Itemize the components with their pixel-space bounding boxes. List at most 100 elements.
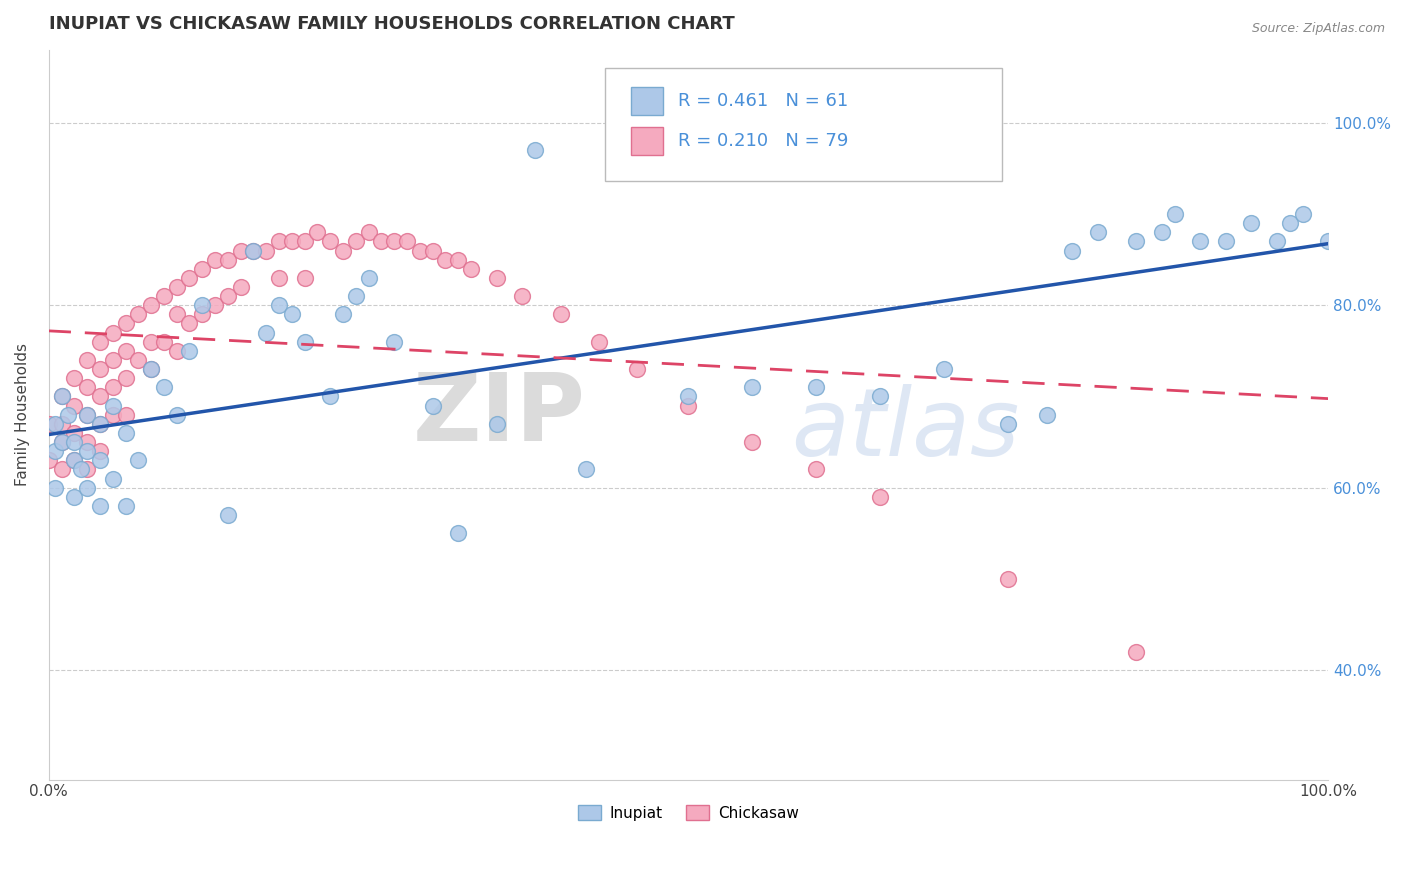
Text: INUPIAT VS CHICKASAW FAMILY HOUSEHOLDS CORRELATION CHART: INUPIAT VS CHICKASAW FAMILY HOUSEHOLDS C… <box>49 15 734 33</box>
Point <box>179 317 201 331</box>
Point <box>127 453 149 467</box>
Point <box>44 417 66 431</box>
Point <box>204 252 226 267</box>
Point <box>179 271 201 285</box>
Point <box>678 399 700 413</box>
Point <box>153 289 176 303</box>
Y-axis label: Family Households: Family Households <box>15 343 30 486</box>
Point <box>242 244 264 258</box>
Point <box>267 271 290 285</box>
Point <box>267 298 290 312</box>
Point <box>1317 235 1340 249</box>
Point <box>422 399 444 413</box>
Point <box>1062 244 1084 258</box>
Point <box>114 317 136 331</box>
Text: Source: ZipAtlas.com: Source: ZipAtlas.com <box>1251 22 1385 36</box>
Point <box>51 435 73 450</box>
Point <box>1189 235 1212 249</box>
Point <box>281 307 304 321</box>
Point <box>56 408 79 422</box>
Point <box>89 417 111 431</box>
Text: atlas: atlas <box>790 384 1019 475</box>
Point <box>191 307 214 321</box>
Point <box>869 490 891 504</box>
Point <box>869 389 891 403</box>
Point <box>51 389 73 403</box>
Legend: Inupiat, Chickasaw: Inupiat, Chickasaw <box>572 798 806 827</box>
Point <box>422 244 444 258</box>
Point <box>204 298 226 312</box>
Point <box>997 572 1019 586</box>
Point <box>127 353 149 368</box>
Point <box>191 298 214 312</box>
Point <box>63 435 86 450</box>
Point <box>409 244 432 258</box>
Point <box>166 307 188 321</box>
Point <box>370 235 392 249</box>
Point <box>69 462 91 476</box>
Point <box>63 371 86 385</box>
Point <box>38 453 60 467</box>
Point <box>51 417 73 431</box>
Point <box>741 435 763 450</box>
Point <box>434 252 457 267</box>
Point <box>89 389 111 403</box>
Point <box>626 362 648 376</box>
Point <box>1215 235 1237 249</box>
Point <box>179 343 201 358</box>
Point <box>1125 235 1147 249</box>
Point <box>101 408 124 422</box>
Point <box>447 252 470 267</box>
Point <box>319 389 342 403</box>
Point <box>229 244 252 258</box>
Point <box>510 289 533 303</box>
Point <box>806 380 828 394</box>
Point <box>1278 216 1301 230</box>
Text: R = 0.461   N = 61: R = 0.461 N = 61 <box>678 92 848 110</box>
Point <box>63 399 86 413</box>
Point <box>166 408 188 422</box>
Point <box>267 235 290 249</box>
Point <box>89 417 111 431</box>
Point <box>89 334 111 349</box>
Point <box>1291 207 1313 221</box>
Point <box>114 371 136 385</box>
Point <box>153 380 176 394</box>
Point <box>63 425 86 440</box>
Point <box>76 408 98 422</box>
Point <box>229 280 252 294</box>
Point <box>51 462 73 476</box>
Point <box>76 353 98 368</box>
Text: R = 0.210   N = 79: R = 0.210 N = 79 <box>678 132 849 150</box>
Point <box>806 462 828 476</box>
Point <box>89 444 111 458</box>
Point <box>254 326 277 340</box>
Point <box>217 252 239 267</box>
Point <box>44 444 66 458</box>
Point <box>678 389 700 403</box>
Point <box>319 235 342 249</box>
Point <box>382 334 405 349</box>
Point <box>51 435 73 450</box>
Point <box>139 298 162 312</box>
Point <box>344 289 367 303</box>
Point <box>139 334 162 349</box>
Point <box>76 408 98 422</box>
Point <box>63 490 86 504</box>
Point <box>307 225 329 239</box>
Point <box>101 399 124 413</box>
Bar <box>631 128 662 155</box>
Point <box>332 307 354 321</box>
Point <box>51 389 73 403</box>
Point <box>1240 216 1263 230</box>
Point <box>114 499 136 513</box>
Point <box>101 326 124 340</box>
Point <box>523 143 546 157</box>
Point <box>89 362 111 376</box>
Point <box>166 343 188 358</box>
Point <box>1035 408 1057 422</box>
Point <box>395 235 418 249</box>
Point <box>101 472 124 486</box>
Point <box>76 462 98 476</box>
Point <box>485 417 508 431</box>
